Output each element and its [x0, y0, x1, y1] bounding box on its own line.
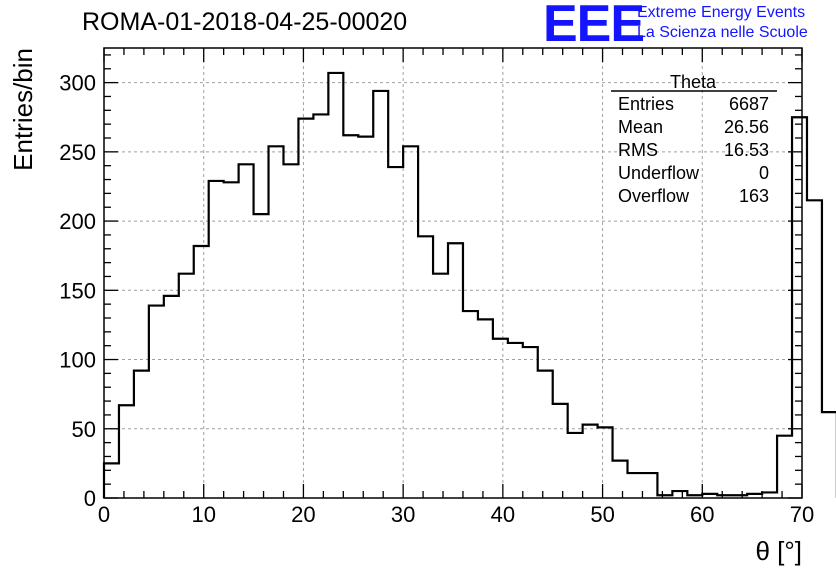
- stats-box: Theta Entries 6687 Mean 26.56 RMS 16.53 Underf…: [611, 72, 777, 206]
- y-axis-label: Entries/bin: [8, 48, 38, 171]
- x-tick-label: 20: [291, 502, 315, 527]
- axis-ticks: [103, 48, 803, 499]
- y-tick-label: 50: [72, 417, 96, 442]
- stats-value: 26.56: [724, 117, 769, 137]
- stats-value: 16.53: [724, 140, 769, 160]
- y-tick-label: 250: [59, 140, 96, 165]
- logo-line-1: Extreme Energy Events: [637, 4, 806, 21]
- stats-label: Entries: [618, 94, 674, 114]
- y-tick-label: 300: [59, 71, 96, 96]
- eee-logo: EEE: [543, 0, 645, 53]
- stats-value: 163: [739, 186, 769, 206]
- x-tick-label: 60: [690, 502, 714, 527]
- x-tick-label: 10: [191, 502, 215, 527]
- stats-title: Theta: [670, 72, 717, 92]
- y-tick-label: 200: [59, 209, 96, 234]
- x-axis-label: θ [°]: [755, 536, 802, 566]
- y-tick-label: 150: [59, 278, 96, 303]
- plot-title: ROMA-01-2018-04-25-00020: [82, 8, 408, 36]
- stats-value: 0: [759, 163, 769, 183]
- x-tick-label: 50: [590, 502, 614, 527]
- x-tick-labels: 0 10 20 30 40 50 60 70: [98, 502, 814, 527]
- logo-line-2: La Scienza nelle Scuole: [637, 24, 808, 41]
- stats-label: Underflow: [618, 163, 700, 183]
- x-tick-label: 70: [790, 502, 814, 527]
- stats-rows: Entries 6687 Mean 26.56 RMS 16.53 Underflow 0 Ov…: [618, 94, 769, 206]
- y-tick-label: 100: [59, 348, 96, 373]
- y-tick-label: 0: [84, 486, 96, 511]
- stats-value: 6687: [729, 94, 769, 114]
- y-tick-labels: 0 50 100 150 200 250 300: [59, 71, 96, 511]
- stats-label: Mean: [618, 117, 663, 137]
- histogram-step-line: [102, 71, 836, 498]
- x-tick-label: 0: [98, 502, 110, 527]
- plot-frame: [103, 47, 803, 499]
- x-tick-label: 30: [391, 502, 415, 527]
- grid-lines: [104, 48, 802, 498]
- x-tick-label: 40: [491, 502, 515, 527]
- stats-label: RMS: [618, 140, 658, 160]
- stats-label: Overflow: [618, 186, 690, 206]
- eee-logo-text: Extreme Energy Events La Scienza nelle S…: [637, 3, 808, 43]
